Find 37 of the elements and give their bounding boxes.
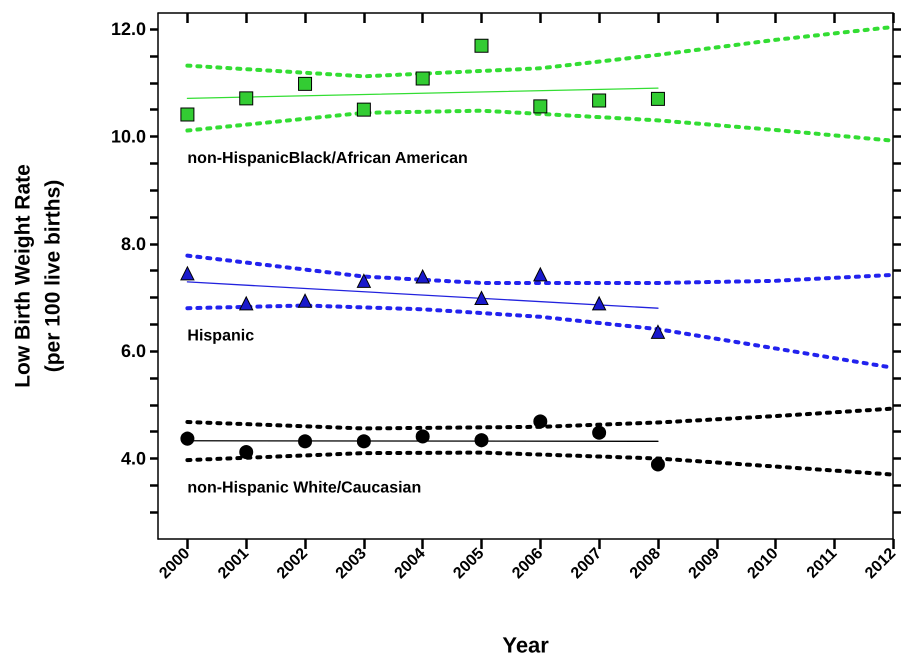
point: [298, 434, 312, 448]
point: [239, 296, 254, 310]
point: [180, 266, 194, 280]
point: [533, 267, 548, 282]
point: [239, 445, 254, 460]
text: non-Hispanic White/Caucasian: [187, 480, 422, 497]
point: [298, 294, 312, 308]
point: [592, 426, 606, 440]
point: [533, 99, 548, 114]
y-axis-title: Low Birth Weight Rate (per 100 live births): [12, 164, 64, 388]
y-tick-label: 10.0: [110, 126, 146, 146]
point: [474, 291, 488, 306]
point: [356, 434, 371, 448]
point: [180, 107, 194, 122]
point: [650, 92, 665, 106]
x-axis-title: Year: [502, 632, 550, 658]
point: [298, 76, 312, 91]
point: [180, 432, 194, 446]
point: [356, 102, 371, 117]
point: [474, 38, 488, 53]
point: [416, 270, 430, 284]
y-tick-label: 6.0: [120, 341, 146, 362]
point: [356, 274, 371, 288]
point: [592, 296, 606, 310]
y-tick-label: 4.0: [120, 448, 146, 468]
y-tick-label: 12.0: [110, 19, 146, 40]
point: [650, 324, 665, 339]
series-label: Hispanic: [187, 328, 254, 345]
y-tick-label: 8.0: [120, 234, 146, 254]
point: [416, 429, 430, 444]
point: [592, 93, 606, 108]
point: [533, 414, 548, 428]
point: [650, 457, 665, 472]
point: [239, 91, 254, 106]
series-label: non-HispanicBlack/African American: [187, 150, 468, 168]
point: [474, 433, 488, 448]
point: [416, 71, 430, 86]
